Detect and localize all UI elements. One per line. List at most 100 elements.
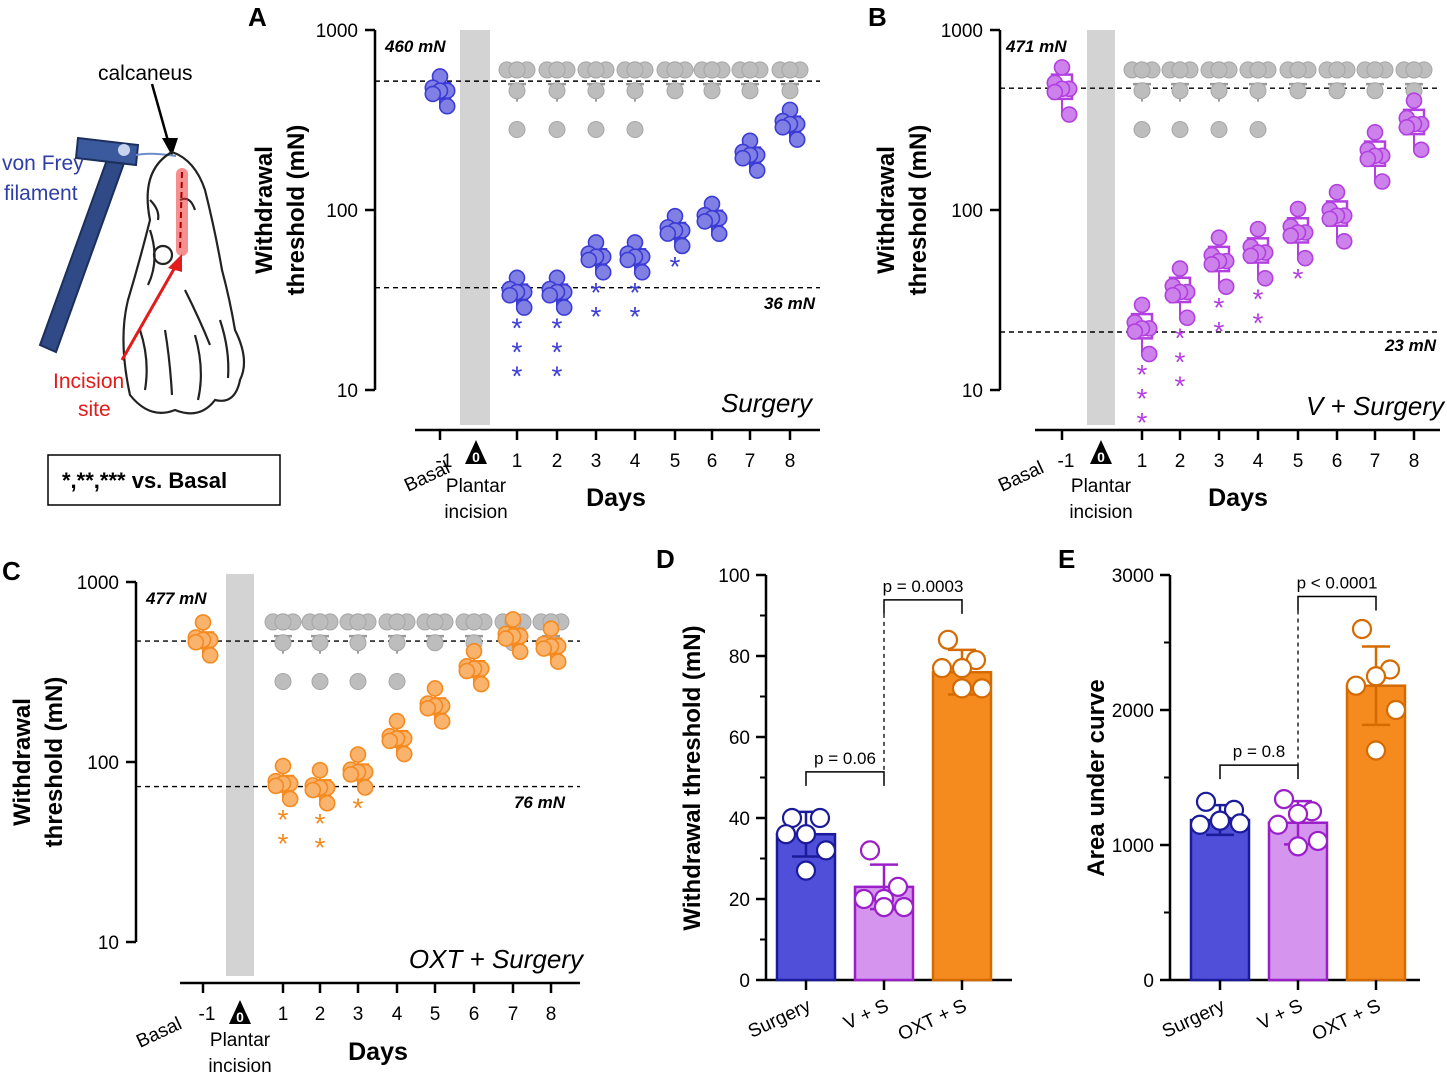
control-point	[1328, 82, 1346, 100]
panel-b: B Withdrawal threshold (mN) 1000 100 10 …	[868, 2, 1446, 523]
control-point	[465, 613, 483, 631]
data-point	[1133, 296, 1151, 314]
panel-c-ylabel-1: Withdrawal	[9, 698, 36, 826]
control-point	[1328, 61, 1346, 79]
panel-b-xticks: -1 1 2 3 4 5 6 7 8	[1058, 430, 1420, 472]
xtick-label-day: 1	[278, 1004, 289, 1025]
incision-arrowhead	[168, 254, 182, 272]
panel-e-ylabel: Area under curve	[1083, 679, 1110, 876]
data-point	[774, 119, 792, 136]
comparison-bracket	[1219, 764, 1299, 780]
ytick-label: 2000	[1112, 701, 1154, 722]
legend-box-text: *,**,*** vs. Basal	[62, 468, 227, 493]
data-point	[1178, 309, 1196, 327]
paw-illustration: calcaneus von Frey filament In	[2, 62, 281, 506]
xtick-label-day: 7	[508, 1004, 519, 1025]
data-point	[1366, 124, 1384, 141]
panel-c-xticks: -1 1 2 3 4 5 6 7 8	[199, 983, 556, 1025]
control-point	[1289, 61, 1307, 79]
xtick-label-day: 7	[745, 451, 756, 472]
data-point	[1229, 813, 1251, 834]
data-point	[1345, 675, 1367, 696]
panel-c-ytick-1000: 1000	[77, 573, 119, 594]
panel-c-lower-ref: 76 mN	[514, 793, 566, 812]
significance-star: *	[552, 337, 563, 368]
control-point	[349, 634, 367, 652]
data-point	[659, 225, 677, 242]
panel-a-ytick-100: 100	[326, 201, 358, 222]
significance-star: *	[315, 832, 326, 863]
xtick-label-day: 8	[785, 451, 796, 472]
xtick-label-day: 4	[392, 1004, 403, 1025]
panel-e: E Area under curve 0 1000 2000 3000 Surgery…	[1058, 544, 1420, 1045]
data-point	[734, 149, 752, 167]
data-point	[951, 678, 973, 699]
data-point	[1321, 210, 1339, 228]
data-point	[1398, 119, 1416, 136]
data-point	[424, 85, 442, 103]
data-point	[931, 658, 953, 679]
xtick-label-day: 6	[707, 451, 718, 472]
data-point	[555, 299, 573, 316]
panel-b-xlabel: Days	[1208, 484, 1268, 512]
xtick-label-day: 1	[512, 451, 523, 472]
control-point	[1171, 61, 1189, 79]
significance-star: *	[512, 337, 523, 368]
control-point	[548, 121, 566, 139]
data-point	[549, 653, 567, 670]
significance-star: *	[1293, 263, 1304, 294]
control-point	[781, 61, 799, 79]
xtick-label-day: 5	[670, 451, 681, 472]
control-point	[587, 121, 605, 139]
data-point	[1210, 229, 1228, 246]
panel-c-upper-ref: 477 mN	[145, 589, 207, 608]
control-point	[274, 673, 292, 691]
control-point	[311, 673, 329, 691]
control-point	[1366, 61, 1384, 79]
control-point	[1366, 82, 1384, 100]
control-point	[508, 121, 526, 139]
control-point	[1171, 121, 1189, 139]
panel-a-surgery-band	[460, 30, 490, 425]
data-point	[267, 777, 285, 795]
panel-b-upper-ref: 471 mN	[1005, 37, 1067, 56]
data-point	[501, 286, 519, 304]
panel-d-ylabel: Withdrawal threshold (mN)	[679, 625, 706, 930]
significance-star: *	[1253, 307, 1264, 338]
data-point	[1405, 92, 1423, 109]
control-point	[1210, 61, 1228, 79]
panel-a-ylabel-2: threshold (mN)	[283, 125, 310, 296]
data-point	[201, 647, 219, 664]
significance-star: *	[353, 793, 364, 824]
significance-star: *	[1253, 283, 1264, 314]
panel-c-ylabel-2: threshold (mN)	[41, 677, 68, 848]
panel-a-day0-marker	[465, 440, 487, 464]
xtick-label-day: 8	[1409, 451, 1420, 472]
panel-b-plantar-2: incision	[1069, 502, 1132, 523]
control-point	[311, 634, 329, 652]
data-point	[1267, 814, 1289, 835]
panel-a-ylabel-1: Withdrawal	[251, 146, 278, 274]
incision-mark	[176, 168, 188, 256]
data-point	[426, 680, 444, 697]
panel-a-lower-ref: 36 mN	[764, 294, 816, 313]
panel-c-letter: C	[2, 556, 21, 586]
panel-e-data: Surgery V + S OXT + S p = 0.8 p < 0.0001	[1159, 574, 1407, 1045]
data-point	[1287, 836, 1309, 857]
data-point	[1307, 830, 1329, 852]
data-point	[1365, 666, 1387, 687]
significance-star: *	[315, 808, 326, 839]
control-point	[1171, 82, 1189, 100]
panel-c-data: *****	[136, 611, 580, 863]
control-point	[1405, 61, 1423, 79]
xtick-label-day: 5	[430, 1004, 441, 1025]
data-point	[673, 237, 691, 255]
data-point	[1140, 345, 1158, 363]
panel-b-group-title: V + Surgery	[1306, 391, 1446, 421]
control-point	[388, 613, 406, 631]
panel-a: A Withdrawal threshold (mN) 1000 100 10 …	[248, 2, 820, 523]
incision-arrow	[120, 261, 180, 361]
data-point	[795, 824, 817, 845]
significance-star: *	[630, 301, 641, 332]
